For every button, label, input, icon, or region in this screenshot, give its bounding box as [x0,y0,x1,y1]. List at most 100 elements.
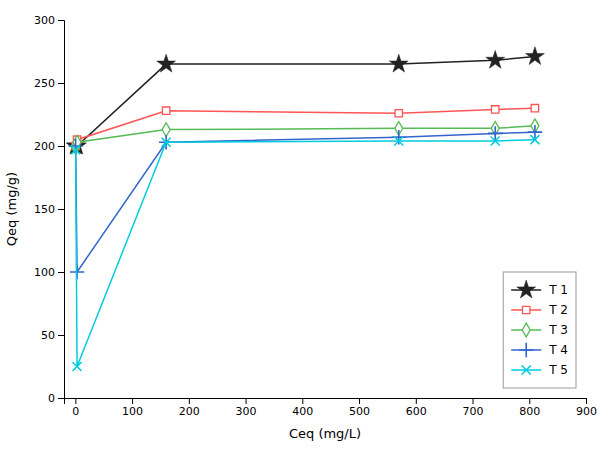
legend-label: T 1 [548,283,568,297]
point [395,110,402,117]
tick-label: 0 [48,392,55,405]
legend-item: T 4 [511,343,568,357]
point [394,136,403,145]
series-line [76,140,535,367]
tick-label: 500 [349,405,370,418]
tick: 100 [122,398,143,418]
tick-mark [529,398,530,404]
tick-mark [246,398,247,404]
tick-mark [359,398,360,404]
legend-label: T 2 [548,303,568,317]
point [531,104,538,111]
tick-label: 50 [41,329,55,342]
point [162,107,169,114]
legend-symbol [517,280,536,298]
tick-label: 250 [34,77,55,90]
tick: 0 [48,392,64,405]
point [162,123,170,137]
legend-symbol [522,365,531,374]
series-line [76,132,535,272]
tick-mark [58,272,64,273]
tick: 300 [236,398,257,418]
x-axis: 0 100 200 300 400 500 600 700 800 900 [65,398,598,418]
tick-mark [75,398,76,404]
legend-symbol [522,323,530,337]
legend-item: T 1 [511,280,568,298]
plot: 0 100 200 300 400 500 600 700 800 900 0 50 100 150 200… [34,14,597,418]
point [486,50,505,68]
point [528,125,542,139]
legend-item: T 5 [511,363,568,377]
tick: 300 [34,14,64,27]
tick-mark [58,209,64,210]
tick-mark [58,83,64,84]
tick: 700 [463,398,484,418]
tick-label: 200 [179,405,200,418]
tick-mark [586,398,587,404]
point [162,138,171,147]
tick-label: 400 [292,405,313,418]
legend-symbol [523,306,530,313]
legend-box [503,272,576,388]
tick-label: 600 [406,405,427,418]
tick-label: 800 [519,405,540,418]
tick: 200 [179,398,200,418]
tick: 0 [72,398,79,418]
legend-label: T 5 [548,363,568,377]
point [73,135,81,149]
series-line [76,126,535,147]
tick-mark [416,398,417,404]
tick: 900 [576,398,597,418]
legend-symbol [519,343,533,357]
y-axis: 0 50 100 150 200 250 300 [34,14,65,405]
tick-mark [58,335,64,336]
tick-label: 900 [576,405,597,418]
tick: 800 [519,398,540,418]
legend-label: T 3 [548,323,568,337]
tick: 250 [34,77,64,90]
tick-mark [189,398,190,404]
tick: 500 [349,398,370,418]
legend-label: T 4 [548,343,568,357]
tick-mark [473,398,474,404]
tick: 200 [34,140,64,153]
legend: T 1 T 2 T 3 T 4 T 5 [503,272,576,388]
point [526,47,545,65]
tick-label: 0 [72,405,79,418]
tick-mark [302,398,303,404]
legend-item: T 2 [511,303,568,317]
tick-label: 200 [34,140,55,153]
tick: 400 [292,398,313,418]
tick-mark [58,146,64,147]
point [389,54,408,72]
tick-label: 150 [34,203,55,216]
point [71,145,80,154]
tick: 50 [41,329,64,342]
marks [66,47,544,371]
y-axis-title: Qeq (mg/g) [4,172,19,246]
tick-label: 100 [34,266,55,279]
point [530,135,539,144]
point [73,362,82,371]
tick-mark [132,398,133,404]
x-axis-title: Ceq (mg/L) [289,426,361,441]
tick: 100 [34,266,64,279]
chart: 0 100 200 300 400 500 600 700 800 900 0 50 100 150 200… [0,0,610,450]
x-axis-line [65,399,587,405]
point [488,126,502,140]
point [157,54,176,72]
tick-label: 300 [236,405,257,418]
tick: 150 [34,203,64,216]
tick: 600 [406,398,427,418]
legend-item: T 3 [511,323,568,337]
point [492,106,499,113]
point [491,136,500,145]
tick-mark [58,398,64,399]
point [392,130,406,144]
tick-label: 700 [463,405,484,418]
tick-mark [58,20,64,21]
tick-label: 100 [122,405,143,418]
point [68,136,87,154]
y-axis-line [58,21,65,399]
tick-label: 300 [34,14,55,27]
